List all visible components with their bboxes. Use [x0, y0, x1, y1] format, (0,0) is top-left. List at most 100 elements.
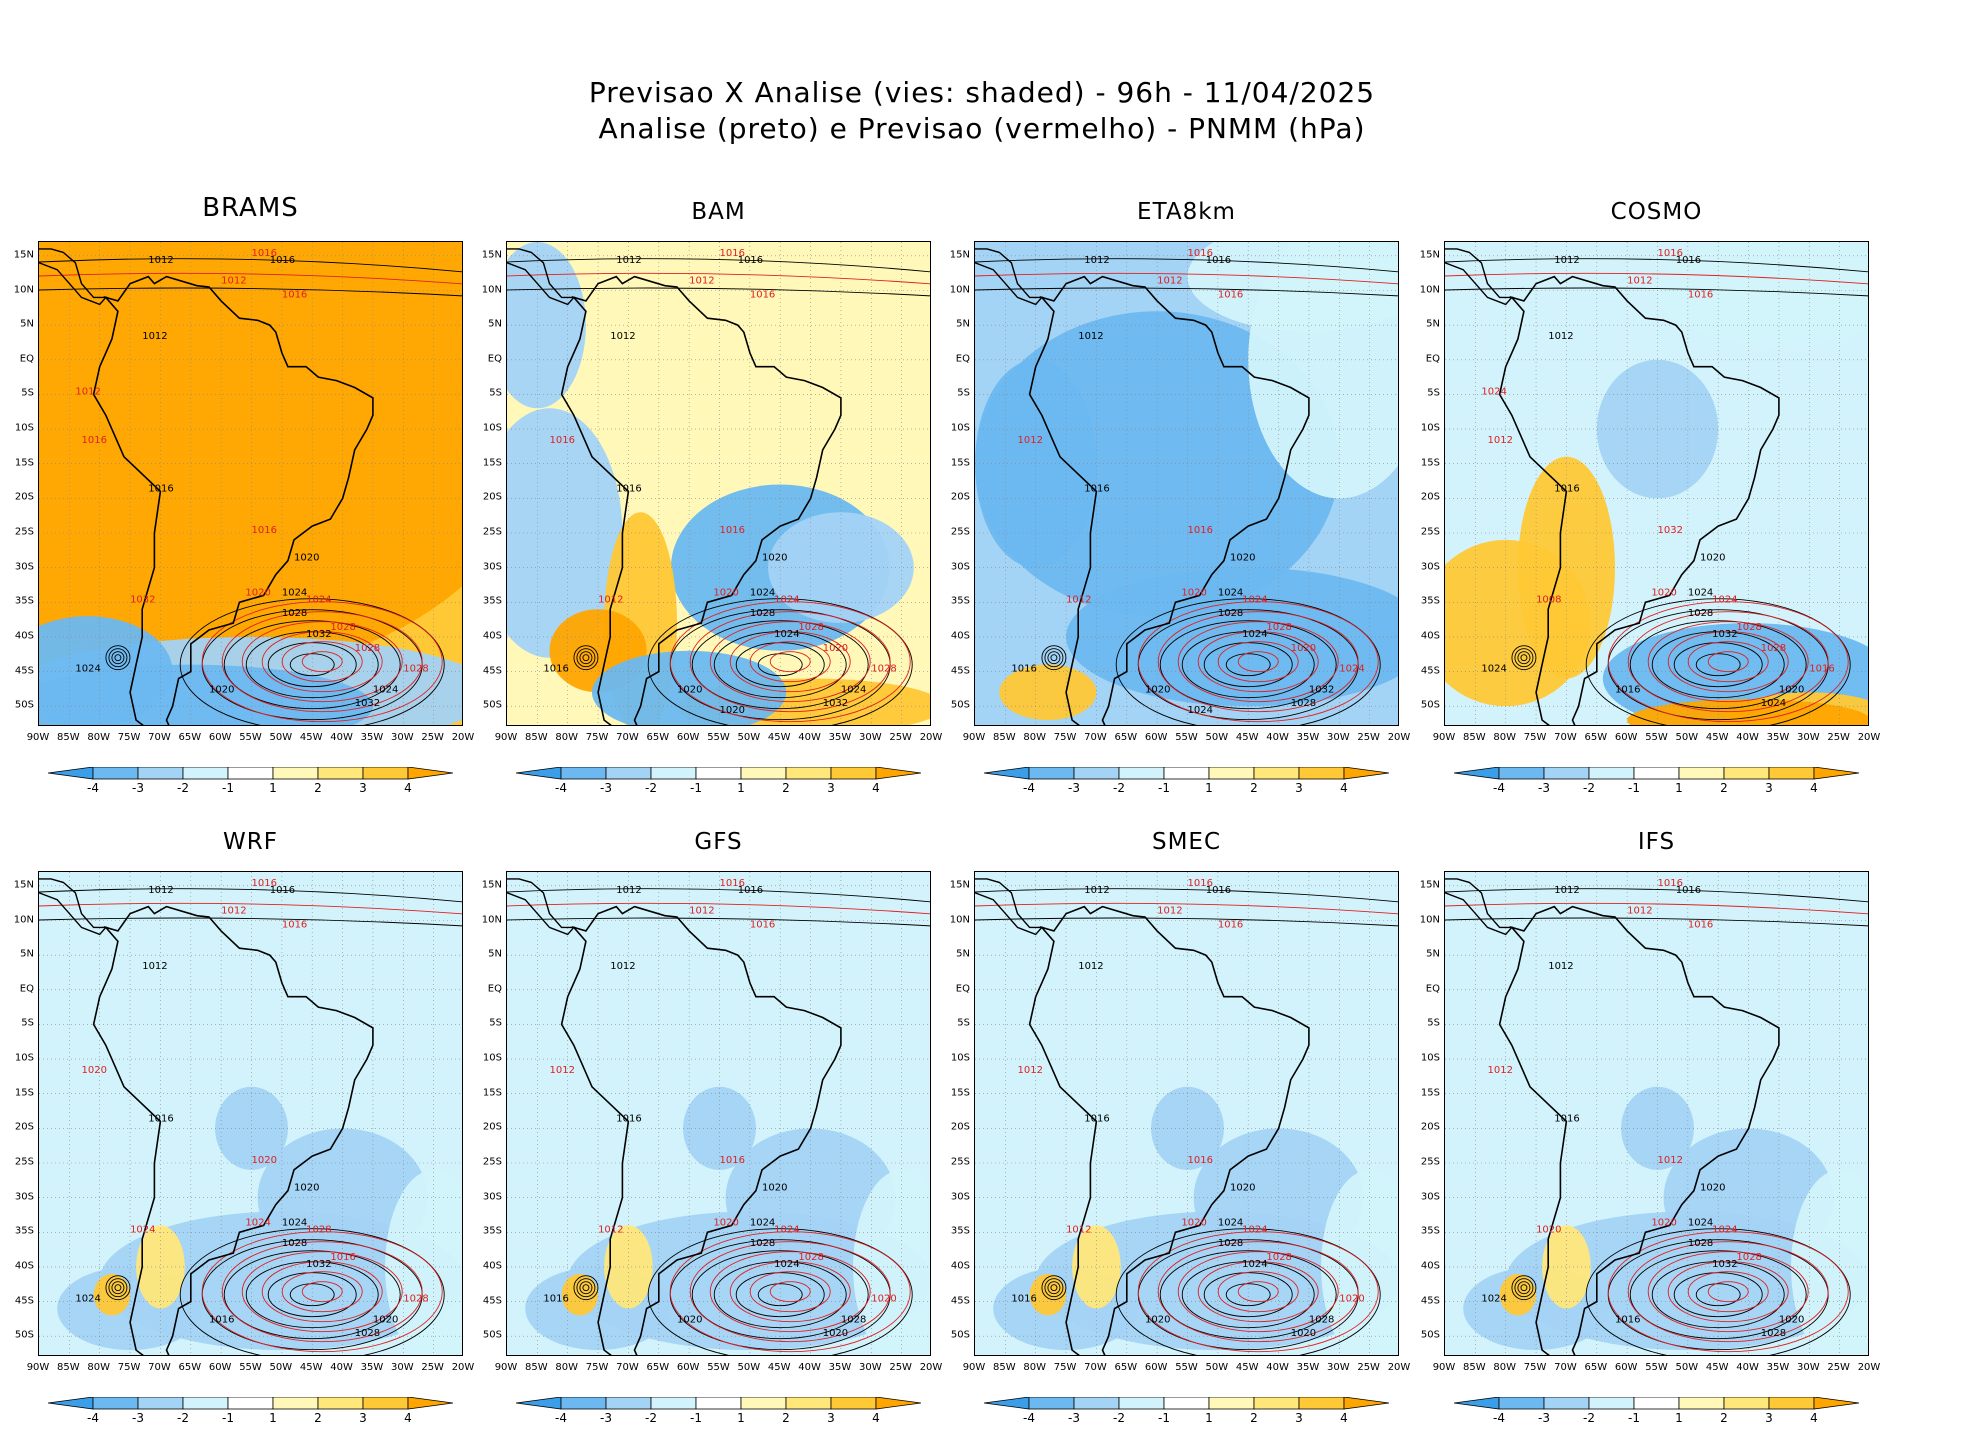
panel-eta8km: ETA8km 1012 1016 1012 1016 1020 1024 1028 1024 10…	[950, 199, 1411, 795]
analysis-contour-label: 1020	[294, 553, 319, 564]
colorbar: -4 -3 -2 -1 1 2 3 4	[983, 766, 1390, 807]
latitude-label: 10N	[1419, 914, 1440, 925]
latitude-label: 10N	[13, 914, 34, 925]
analysis-contour-label: 1032	[306, 1259, 331, 1270]
analysis-contour-label: 1020	[1779, 684, 1804, 695]
analysis-contour-label: 1012	[616, 885, 641, 896]
longitude-label: 30W	[858, 1362, 882, 1373]
analysis-isobar	[1585, 598, 1851, 725]
colorbar-segment	[830, 1396, 877, 1410]
latitude-label: 30S	[14, 561, 34, 573]
colorbar-label: -4	[555, 1411, 567, 1425]
map-area: 1012 1016 1012 1016 1020 1024 1028 1024 1016 1020…	[974, 241, 1399, 726]
longitude-label: 80W	[1023, 732, 1047, 743]
colorbar-label: -1	[222, 1411, 234, 1425]
low-pressure-isobar	[576, 648, 596, 668]
forecast-isobar	[1707, 651, 1749, 673]
colorbar-segment	[1588, 1396, 1635, 1410]
low-pressure-isobar	[1514, 648, 1534, 668]
analysis-isobar	[223, 1250, 401, 1340]
forecast-contour-label: 1028	[403, 664, 428, 675]
analysis-isobar	[1695, 653, 1741, 677]
colorbar-segment	[1543, 766, 1590, 780]
forecast-contour-label: 1016	[1688, 289, 1713, 300]
latitude-label: 50S	[1420, 699, 1440, 711]
colorbar-segment	[182, 1396, 229, 1410]
bias-map-svg: 1012 101610121016102010241028103210241016…	[39, 872, 462, 1355]
longitude-label: 60W	[1614, 1362, 1638, 1373]
latitude-label: EQ	[955, 983, 970, 995]
forecast-contour-label: 1016	[252, 878, 277, 889]
colorbar-segment	[1723, 766, 1770, 780]
analysis-contour-label: 1028	[1688, 1238, 1713, 1249]
latitude-label: 5S	[1427, 387, 1440, 399]
forecast-contour-label: 1028	[355, 643, 380, 654]
analysis-contour-label: 1028	[1218, 608, 1243, 619]
colorbar-label: 2	[1250, 1411, 1258, 1425]
colorbar-segment	[1028, 766, 1075, 780]
longitude-label: 55W	[707, 1362, 730, 1373]
forecast-isobar	[1237, 651, 1279, 673]
panel-bam: BAM 1012 1016 1012 1016 1020 1024 1028 1024 1016 1…	[482, 199, 943, 795]
low-pressure-isobar	[1050, 654, 1058, 662]
colorbar-label: -3	[600, 1411, 612, 1425]
colorbar-label: 2	[314, 781, 322, 795]
latitude-label: EQ	[955, 353, 970, 365]
forecast-contour-label: 1020	[252, 1155, 277, 1166]
latitude-label: 30S	[1420, 561, 1440, 573]
analysis-contour-label: 1024	[1688, 1217, 1713, 1228]
colorbar-label: 3	[1295, 1411, 1303, 1425]
latitude-label: 5S	[957, 1017, 970, 1029]
south-america-coastline	[92, 275, 374, 725]
tropical-isobar	[975, 272, 1398, 285]
forecast-contour-label: 1020	[713, 587, 738, 598]
latitude-label: 5N	[1426, 948, 1440, 960]
longitude-label: 40W	[1266, 732, 1289, 743]
longitude-label: 80W	[1493, 732, 1517, 743]
forecast-isobar	[769, 1281, 811, 1303]
latitude-label: 10N	[949, 284, 970, 295]
tropical-isobar	[507, 917, 930, 927]
longitude-label: 80W	[87, 732, 111, 743]
forecast-isobar	[1687, 1271, 1769, 1313]
forecast-contour-label: 1012	[75, 386, 100, 397]
forecast-contour-label: 1016	[1188, 525, 1213, 536]
forecast-contour-label: 1016	[252, 248, 277, 259]
analysis-contour-label: 1020	[762, 1183, 787, 1194]
analysis-contour-label: 1016	[1206, 255, 1231, 266]
central-america-coastline	[507, 878, 576, 936]
forecast-isobar	[669, 601, 911, 723]
analysis-contour-label: 1032	[306, 629, 331, 640]
analysis-contour-label: 1016	[1011, 1294, 1036, 1305]
analysis-contour-label: 1016	[209, 1314, 234, 1325]
forecast-isobar	[281, 1271, 363, 1313]
tropical-isobar	[975, 888, 1398, 903]
bias-map-svg: 1012 101610121016102010241028103210241016…	[1445, 872, 1868, 1355]
forecast-contour-label: 1016	[1188, 248, 1213, 259]
latitude-label: 10N	[481, 284, 502, 295]
latitude-label: 15S	[1420, 457, 1440, 469]
colorbar-segment	[1253, 766, 1300, 780]
analysis-contour-label: 1016	[1554, 483, 1579, 494]
latitude-label: 25S	[1420, 1156, 1440, 1168]
forecast-isobar	[1217, 641, 1299, 683]
panel-title: WRF	[223, 829, 278, 855]
forecast-isobar	[1687, 641, 1769, 683]
latitude-label: 25S	[1420, 526, 1440, 538]
low-pressure-isobar	[1517, 1281, 1531, 1295]
colorbar-label: -2	[1113, 781, 1125, 795]
forecast-contour-label: 1012	[1018, 435, 1043, 446]
longitude-label: 35W	[360, 1362, 384, 1373]
analysis-contour-label: 1016	[738, 885, 763, 896]
longitude-label: 55W	[1175, 1362, 1198, 1373]
longitude-label: 90W	[1432, 732, 1456, 743]
forecast-contour-label: 1016	[282, 919, 307, 930]
colorbar-label: 1	[737, 781, 745, 795]
forecast-isobar	[1707, 1281, 1749, 1303]
forecast-contour-label: 1016	[1218, 289, 1243, 300]
colorbar-segment	[650, 766, 697, 780]
longitude-label: 65W	[1584, 732, 1608, 743]
forecast-isobar	[1607, 1231, 1849, 1353]
forecast-contour-label: 1024	[1481, 386, 1506, 397]
bias-shading-region	[39, 616, 173, 725]
